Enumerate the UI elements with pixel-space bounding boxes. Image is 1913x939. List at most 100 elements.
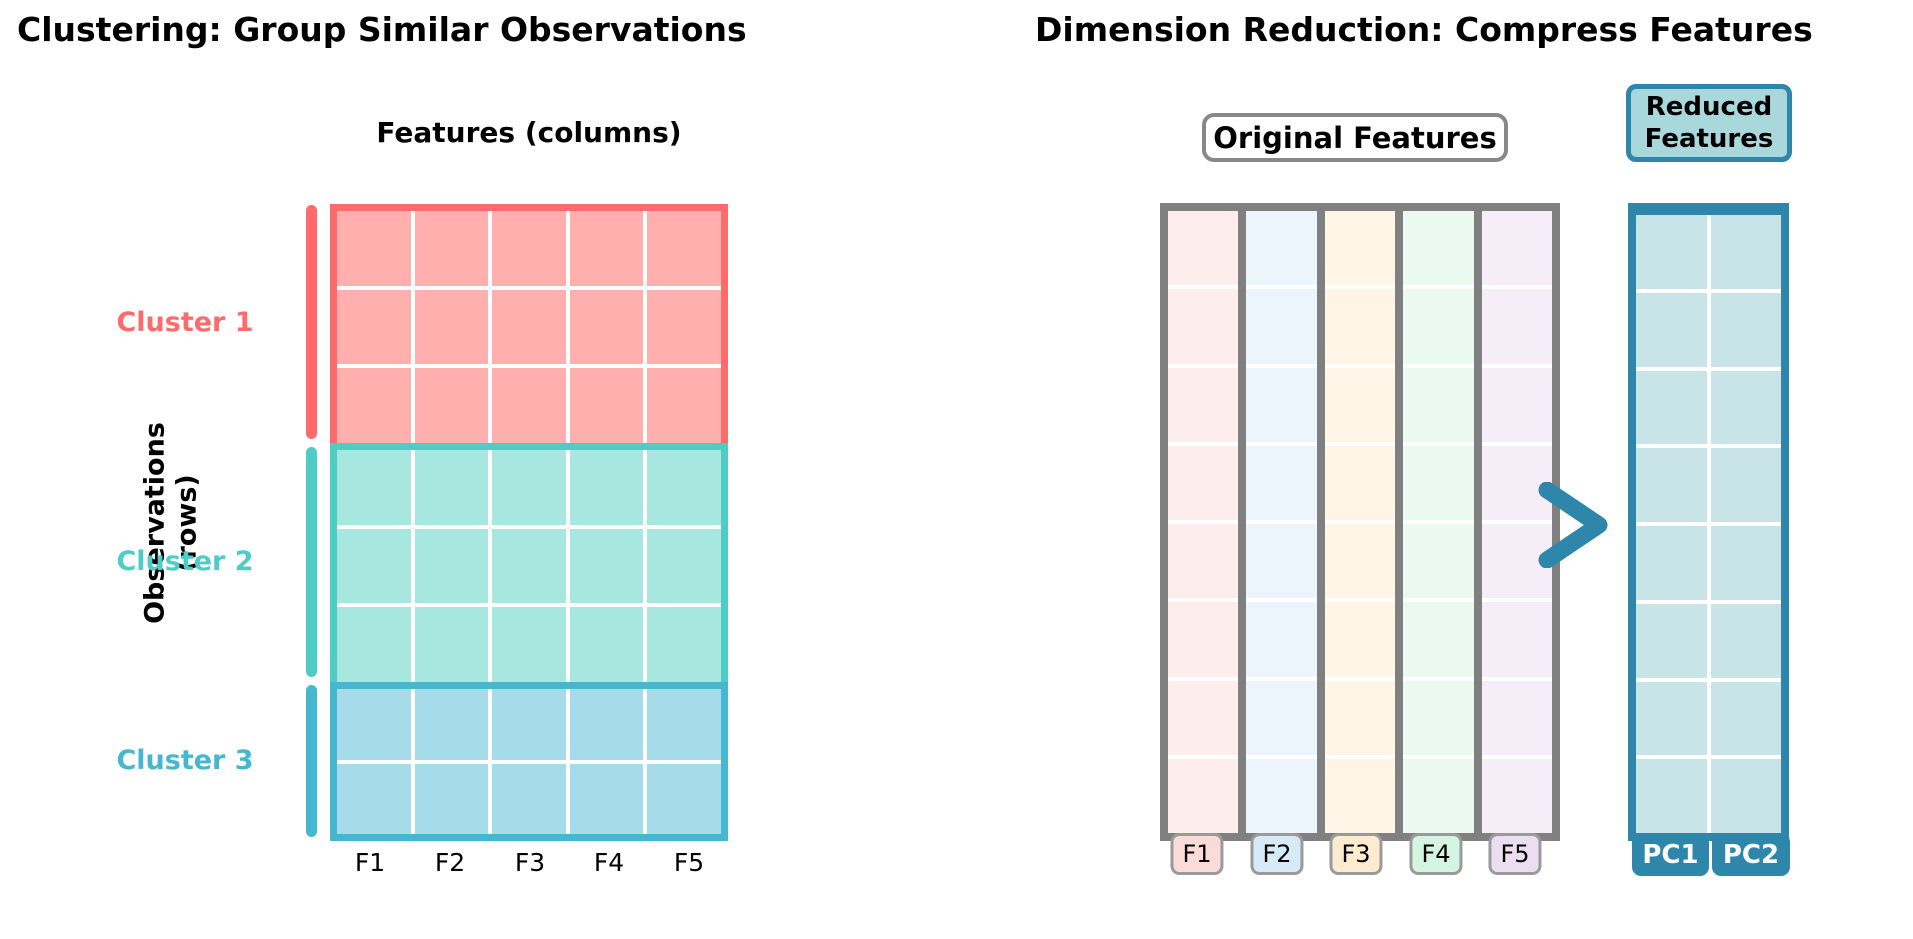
matrix-cell [492,368,566,443]
matrix-cell [1246,758,1317,833]
matrix-cell [647,607,721,682]
matrix-cell [569,689,644,760]
matrix-cell [492,607,566,682]
matrix-cell [1403,445,1474,520]
left-tick-f4: F4 [593,848,625,877]
left-tick-f2: F2 [434,848,466,877]
cluster3-matrix-section [330,682,728,841]
matrix-cell [569,289,644,365]
matrix-cell [647,450,721,525]
matrix-cell [647,368,721,443]
reduced-features-label-line2: Features [1644,124,1774,154]
right-panel-title: Dimension Reduction: Compress Features [1035,10,1813,49]
matrix-cell [414,211,489,286]
matrix-cell [337,763,411,834]
matrix-cell [1710,759,1781,833]
cluster1-matrix-section [330,204,728,443]
matrix-cell [1324,524,1396,599]
original-features-label: Original Features [1213,120,1497,155]
feature-badge-f5: F5 [1488,833,1542,875]
feature-badge-f4: F4 [1409,833,1463,875]
matrix-cell [1246,211,1317,286]
observations-axis-label-line2: (rows) [172,474,203,572]
matrix-cell [569,368,644,443]
reduced-features-label-box: Reduced Features [1626,84,1792,162]
feature-badge-f3: F3 [1329,833,1383,875]
matrix-cell [569,450,644,525]
matrix-cell [1636,526,1707,600]
matrix-cell [1710,448,1781,522]
matrix-cell [1246,289,1317,364]
matrix-cell [1710,292,1781,367]
matrix-cell [1168,445,1239,520]
matrix-cell [647,211,721,286]
matrix-cell [414,528,489,604]
matrix-cell [414,450,489,525]
matrix-cell [1168,758,1239,833]
original-feature-column-f3 [1324,211,1396,833]
matrix-cell [1636,759,1707,833]
matrix-cell [569,607,644,682]
matrix-cell [569,211,644,286]
matrix-cell [647,289,721,365]
matrix-cell [1403,602,1474,677]
cluster1-label: Cluster 1 [116,307,254,338]
pc1-badge: PC1 [1632,833,1709,876]
matrix-cell [1636,448,1707,522]
matrix-cell [414,763,489,834]
matrix-cell [1481,758,1553,833]
original-feature-column-f2 [1246,211,1317,833]
matrix-cell [1324,367,1396,442]
reduced-features-matrix [1628,203,1789,841]
matrix-cell [1636,292,1707,367]
matrix-cell [647,528,721,604]
matrix-cell [569,528,644,604]
matrix-cell [1710,681,1781,756]
original-feature-column-f5 [1481,211,1553,833]
matrix-cell [1403,524,1474,599]
matrix-cell [492,211,566,286]
matrix-cell [1403,680,1474,755]
cluster2-bracket-bar [306,447,317,677]
matrix-cell [1246,445,1317,520]
matrix-cell [1403,758,1474,833]
cluster2-matrix-section [330,443,728,682]
matrix-cell [1168,524,1239,599]
matrix-cell [1481,289,1553,364]
matrix-cell [1168,367,1239,442]
matrix-cell [414,289,489,365]
observations-axis-label: Observations (rows) [140,422,205,624]
matrix-cell [1710,526,1781,600]
matrix-cell [1324,211,1396,286]
matrix-cell [337,289,411,365]
cluster3-label: Cluster 3 [116,745,254,776]
matrix-cell [647,689,721,760]
matrix-cell [1168,602,1239,677]
matrix-cell [492,289,566,365]
matrix-cell [1481,680,1553,755]
matrix-cell [1481,211,1553,286]
matrix-cell [337,211,411,286]
matrix-cell [1636,370,1707,445]
matrix-cell [492,450,566,525]
matrix-cell [1403,367,1474,442]
cluster1-grid [337,211,721,443]
matrix-cell [492,763,566,834]
matrix-cell [1168,680,1239,755]
original-feature-column-f1 [1168,211,1239,833]
matrix-cell [1481,602,1553,677]
reduced-features-label-line1: Reduced [1645,91,1773,122]
cluster2-grid [337,450,721,682]
matrix-cell [1403,289,1474,364]
matrix-cell [1710,603,1781,678]
matrix-cell [647,763,721,834]
matrix-cell [337,368,411,443]
original-features-matrix [1160,203,1560,841]
matrix-cell [492,528,566,604]
cluster2-label: Cluster 2 [116,546,254,577]
matrix-cell [1710,215,1781,289]
left-tick-f1: F1 [354,848,386,877]
matrix-cell [1324,289,1396,364]
left-tick-f5: F5 [673,848,705,877]
